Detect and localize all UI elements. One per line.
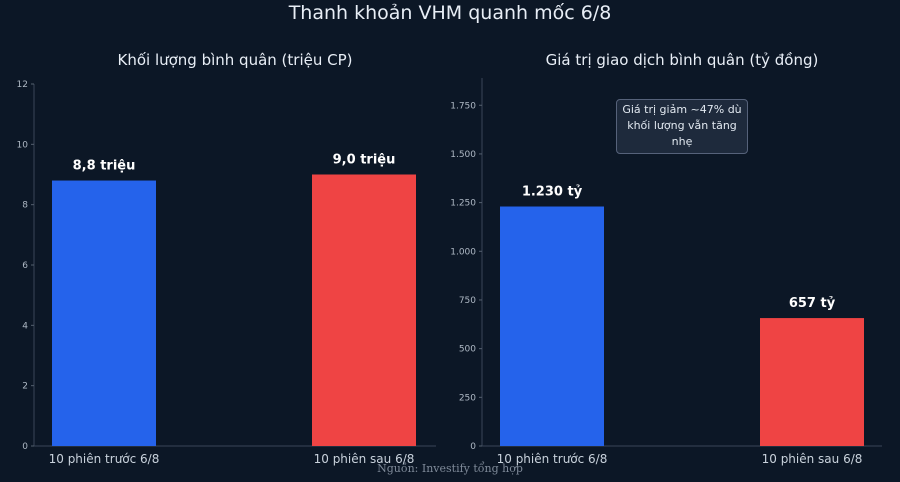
left-y-tick-label: 8 <box>22 201 28 211</box>
right-y-tick-label: 250 <box>459 393 476 403</box>
left-category-label-1: 10 phiên trước 6/8 <box>49 452 160 466</box>
left-chart-title: Khối lượng bình quân (triệu CP) <box>117 51 353 69</box>
annotation-box: Giá trị giảm ~47% dù khối lượng vẫn tăng… <box>616 99 748 154</box>
right-bar-1 <box>500 206 604 446</box>
left-y-tick-label: 12 <box>17 80 28 90</box>
source-note: Nguồn: Investify tổng hợp <box>377 462 523 475</box>
right-y-tick-label: 1.500 <box>450 150 476 160</box>
left-y-tick-label: 0 <box>22 442 28 452</box>
annotation-line-2: khối lượng vẫn tăng nhẹ <box>627 119 737 148</box>
right-category-label-2: 10 phiên sau 6/8 <box>762 452 863 466</box>
left-data-label-2: 9,0 triệu <box>333 153 396 168</box>
left-y-tick-label: 4 <box>22 321 28 331</box>
right-y-tick-label: 1.000 <box>450 247 476 257</box>
annotation-line-1: Giá trị giảm ~47% dù <box>622 103 742 116</box>
left-y-tick-label: 2 <box>22 382 28 392</box>
right-chart-title: Giá trị giao dịch bình quân (tỷ đồng) <box>545 51 819 69</box>
left-y-tick-label: 10 <box>17 140 29 150</box>
right-data-label-2: 657 tỷ <box>789 296 836 311</box>
right-category-label-1: 10 phiên trước 6/8 <box>497 452 608 466</box>
figure-title: Thanh khoản VHM quanh mốc 6/8 <box>288 2 612 24</box>
right-y-tick-label: 1.250 <box>450 199 476 209</box>
right-y-tick-label: 750 <box>459 296 476 306</box>
left-category-label-2: 10 phiên sau 6/8 <box>314 452 415 466</box>
left-bar-2 <box>312 174 416 446</box>
right-bar-2 <box>760 318 864 446</box>
left-bar-1 <box>52 180 156 447</box>
right-y-tick-label: 0 <box>470 442 476 452</box>
left-data-label-1: 8,8 triệu <box>73 159 136 174</box>
right-y-tick-label: 500 <box>459 345 476 355</box>
right-data-label-1: 1.230 tỷ <box>522 185 583 200</box>
left-y-tick-label: 6 <box>22 261 28 271</box>
right-y-tick-label: 1.750 <box>450 101 476 111</box>
